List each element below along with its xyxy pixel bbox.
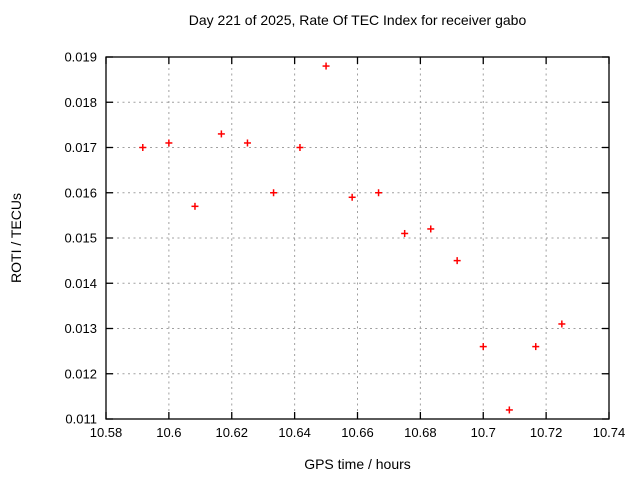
x-tick-label-10.62: 10.62 (215, 425, 248, 440)
y-tick-label-0.018: 0.018 (64, 95, 97, 110)
x-tick-label-10.68: 10.68 (404, 425, 437, 440)
x-tick-label-10.58: 10.58 (90, 425, 123, 440)
x-tick-label-10.66: 10.66 (341, 425, 374, 440)
y-tick-label-0.013: 0.013 (64, 321, 97, 336)
x-tick-label-10.64: 10.64 (278, 425, 311, 440)
y-tick-label-0.011: 0.011 (65, 412, 97, 427)
y-tick-label-0.014: 0.014 (64, 276, 97, 291)
y-tick-label-0.012: 0.012 (64, 366, 97, 381)
y-tick-label-0.017: 0.017 (64, 140, 97, 155)
y-tick-label-0.015: 0.015 (64, 231, 97, 246)
x-tick-label-10.72: 10.72 (530, 425, 563, 440)
chart-title: Day 221 of 2025, Rate Of TEC Index for r… (188, 12, 527, 28)
y-tick-label-0.016: 0.016 (64, 185, 97, 200)
x-tick-label-10.7: 10.7 (471, 425, 496, 440)
y-axis-label: ROTI / TECUs (8, 193, 24, 283)
x-tick-label-10.6: 10.6 (156, 425, 181, 440)
plot-border (105, 56, 610, 420)
x-tick-label-10.74: 10.74 (593, 425, 626, 440)
x-axis-label: GPS time / hours (304, 456, 411, 472)
y-tick-label-0.019: 0.019 (64, 50, 97, 65)
